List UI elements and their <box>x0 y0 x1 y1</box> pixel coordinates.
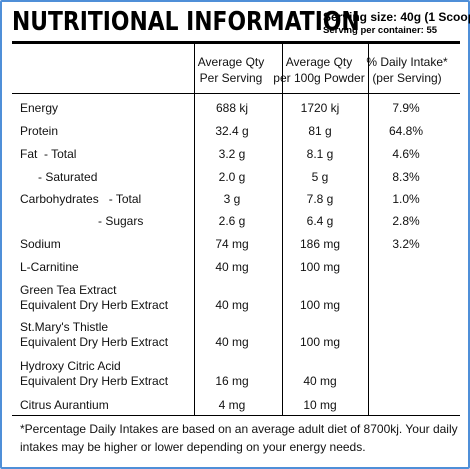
row-value-per100: 1720 kj <box>300 101 340 115</box>
row-value-per100: 40 mg <box>303 374 337 388</box>
row-label: Energy <box>20 101 59 115</box>
header-per-serving: Average Qty Per Serving <box>197 55 265 85</box>
column-divider-1 <box>194 44 195 416</box>
row-value-per100: 100 mg <box>299 298 341 312</box>
row-value-per100: 10 mg <box>303 398 337 412</box>
row-label: Fat - Total <box>20 147 77 161</box>
column-divider-2 <box>282 44 283 416</box>
row-value-daily: 64.8% <box>388 124 424 138</box>
row-label: Protein <box>20 124 59 138</box>
row-value-daily: 2.8% <box>392 214 420 228</box>
row-value-daily: 3.2% <box>392 237 420 251</box>
row-label: - Sugars <box>98 214 144 228</box>
row-label: Carbohydrates - Total <box>20 192 142 206</box>
row-value-serving: 32.4 g <box>215 124 249 138</box>
row-value-per100: 5 g <box>311 170 329 184</box>
footnote: *Percentage Daily Intakes are based on a… <box>20 422 458 454</box>
row-label: Hydroxy Citric Acid Equivalent Dry Herb E… <box>20 359 169 388</box>
row-label: St.Mary's Thistle Equivalent Dry Herb Ext… <box>20 320 169 349</box>
row-value-per100: 6.4 g <box>306 214 334 228</box>
title-divider <box>12 41 460 44</box>
header-per-100g: Average Qty per 100g Powder <box>273 55 365 85</box>
column-divider-3 <box>368 44 369 416</box>
row-value-serving: 40 mg <box>215 335 249 349</box>
serving-size: Serving size: 40g (1 Scoop) <box>323 10 470 24</box>
row-value-serving: 688 kj <box>215 101 249 115</box>
footer-rule <box>12 415 460 416</box>
row-value-daily: 7.9% <box>392 101 420 115</box>
row-value-per100: 7.8 g <box>306 192 334 206</box>
row-value-serving: 40 mg <box>215 260 249 274</box>
row-label: Sodium <box>20 237 61 251</box>
row-value-daily: 8.3% <box>392 170 420 184</box>
serving-per-container: Serving per container: 55 <box>323 25 438 36</box>
row-value-serving: 3.2 g <box>218 147 246 161</box>
row-value-per100: 100 mg <box>299 335 341 349</box>
row-label: - Saturated <box>38 170 98 184</box>
row-label: Green Tea Extract Equivalent Dry Herb Ext… <box>20 283 169 312</box>
row-value-serving: 2.6 g <box>218 214 246 228</box>
row-value-serving: 2.0 g <box>218 170 246 184</box>
row-value-per100: 81 g <box>308 124 332 138</box>
row-value-serving: 16 mg <box>215 374 249 388</box>
header-daily-intake: % Daily Intake* (per Serving) <box>366 55 448 85</box>
row-value-daily: 4.6% <box>392 147 420 161</box>
panel-title: NUTRITIONAL INFORMATION <box>12 7 360 37</box>
row-value-serving: 4 mg <box>218 398 246 412</box>
row-value-per100: 100 mg <box>299 260 341 274</box>
row-value-daily: 1.0% <box>392 192 420 206</box>
row-label: Citrus Aurantium <box>20 398 109 412</box>
serving-info: Serving size: 40g (1 Scoop) Serving per … <box>323 10 470 36</box>
row-value-serving: 74 mg <box>215 237 249 251</box>
header-rule <box>12 93 460 94</box>
row-value-serving: 40 mg <box>215 298 249 312</box>
row-value-serving: 3 g <box>223 192 241 206</box>
row-value-per100: 186 mg <box>299 237 341 251</box>
row-label: L-Carnitine <box>20 260 79 274</box>
row-value-per100: 8.1 g <box>306 147 334 161</box>
